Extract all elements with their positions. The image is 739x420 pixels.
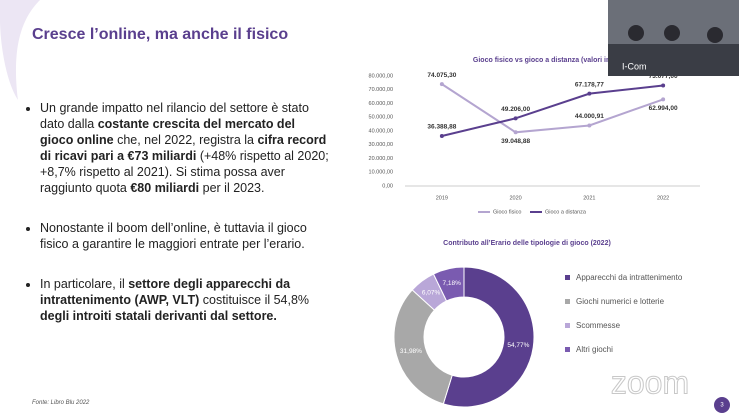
legend-label: Scommesse bbox=[576, 321, 621, 330]
y-tick-label: 80.000,00 bbox=[369, 73, 393, 79]
point bbox=[587, 91, 592, 96]
y-tick-label: 60.000,00 bbox=[369, 101, 393, 107]
data-label: 74.075,30 bbox=[427, 72, 456, 79]
data-label: 6,07% bbox=[422, 290, 441, 297]
legend-symbol bbox=[565, 299, 570, 304]
data-label: 49.206,00 bbox=[501, 106, 530, 113]
bullet-text: degli introiti statali derivanti dal set… bbox=[40, 309, 277, 323]
legend-symbol bbox=[565, 275, 570, 280]
y-tick-label: 0,00 bbox=[382, 183, 393, 189]
x-tick-label: 2019 bbox=[436, 195, 448, 201]
y-tick-label: 40.000,00 bbox=[369, 128, 393, 134]
source: Fonte: Libro Blu 2022 bbox=[32, 400, 90, 406]
data-label: 44.000,91 bbox=[575, 113, 604, 120]
bullet: In particolare, il settore degli apparec… bbox=[40, 276, 330, 324]
bullet-text: che, nel 2022, registra la bbox=[113, 133, 258, 147]
slice bbox=[393, 289, 453, 405]
point bbox=[439, 82, 444, 87]
point bbox=[587, 123, 592, 128]
legend-label: Apparecchi da intrattenimento bbox=[576, 273, 683, 282]
bullet-text: €80 miliardi bbox=[130, 181, 200, 195]
x-tick-label: 2020 bbox=[510, 195, 522, 201]
bullet: Un grande impatto nel rilancio del setto… bbox=[40, 100, 330, 196]
legend-label: Giochi numerici e lotterie bbox=[576, 297, 665, 306]
slide-title: Cresce l’online, ma anche il fisico bbox=[32, 26, 289, 43]
point bbox=[513, 130, 518, 135]
video-desk bbox=[608, 44, 739, 76]
data-label: 39.048,88 bbox=[501, 138, 530, 145]
chart-title: Gioco fisico vs gioco a distanza (valori… bbox=[473, 57, 637, 64]
data-label: 67.178,77 bbox=[575, 81, 604, 88]
y-tick-label: 70.000,00 bbox=[369, 87, 393, 93]
point bbox=[661, 83, 666, 88]
data-label: 54,77% bbox=[507, 342, 529, 349]
bullet-text: costituisce il 54,8% bbox=[199, 293, 310, 307]
point bbox=[513, 116, 518, 121]
data-label: 7,18% bbox=[442, 280, 461, 287]
bullet-text: Nonostante il boom dell’online, è tuttav… bbox=[40, 221, 307, 251]
bullet-text: settore degli apparecchi da intrattenime… bbox=[40, 277, 291, 307]
legend-symbol bbox=[565, 347, 570, 352]
page-number: 3 bbox=[720, 403, 724, 409]
bullet-text: Un grande impatto nel rilancio del setto… bbox=[40, 101, 309, 131]
data-label: 73.077,00 bbox=[649, 73, 678, 80]
y-tick-label: 10.000,00 bbox=[369, 170, 393, 176]
legend-label: Altri giochi bbox=[576, 345, 613, 354]
chart-title: Contributo all’Erario delle tipologie di… bbox=[443, 240, 611, 247]
bullet-text: In particolare, il bbox=[40, 277, 129, 291]
data-label: 62.994,00 bbox=[649, 105, 678, 112]
decoration bbox=[0, 0, 40, 100]
slice bbox=[432, 266, 465, 302]
data-label: 36.388,88 bbox=[427, 124, 456, 131]
y-tick-label: 20.000,00 bbox=[369, 156, 393, 162]
bullet-text: cifra record di ricavi pari a €73 miliar… bbox=[40, 133, 327, 163]
bullet-text: (+48% rispetto al 2020; +8,7% rispetto a… bbox=[40, 149, 329, 195]
y-tick-label: 30.000,00 bbox=[369, 142, 393, 148]
y-tick-label: 50.000,00 bbox=[369, 115, 393, 121]
video-person bbox=[707, 27, 723, 43]
slice bbox=[442, 266, 535, 408]
page-badge bbox=[714, 397, 730, 413]
x-tick-label: 2021 bbox=[583, 195, 595, 201]
legend-label: Gioco fisico bbox=[493, 209, 521, 215]
point bbox=[661, 97, 666, 102]
bullet-text: costante crescita del mercato del gioco … bbox=[40, 117, 295, 147]
x-tick-label: 2022 bbox=[657, 195, 669, 201]
data-label: 31,98% bbox=[400, 348, 422, 355]
bullet: Nonostante il boom dell’online, è tuttav… bbox=[40, 220, 330, 252]
legend-symbol bbox=[565, 323, 570, 328]
watermark: zoom bbox=[611, 364, 689, 400]
line bbox=[441, 83, 664, 134]
bullet-text: per il 2023. bbox=[199, 181, 265, 195]
video-person bbox=[664, 25, 680, 41]
point bbox=[439, 133, 444, 138]
line bbox=[441, 84, 664, 137]
legend-label: Gioco a distanza bbox=[545, 209, 587, 215]
video-person bbox=[628, 25, 644, 41]
bullet-list: Un grande impatto nel rilancio del setto… bbox=[22, 100, 330, 348]
video-label: I-Com bbox=[622, 61, 647, 71]
